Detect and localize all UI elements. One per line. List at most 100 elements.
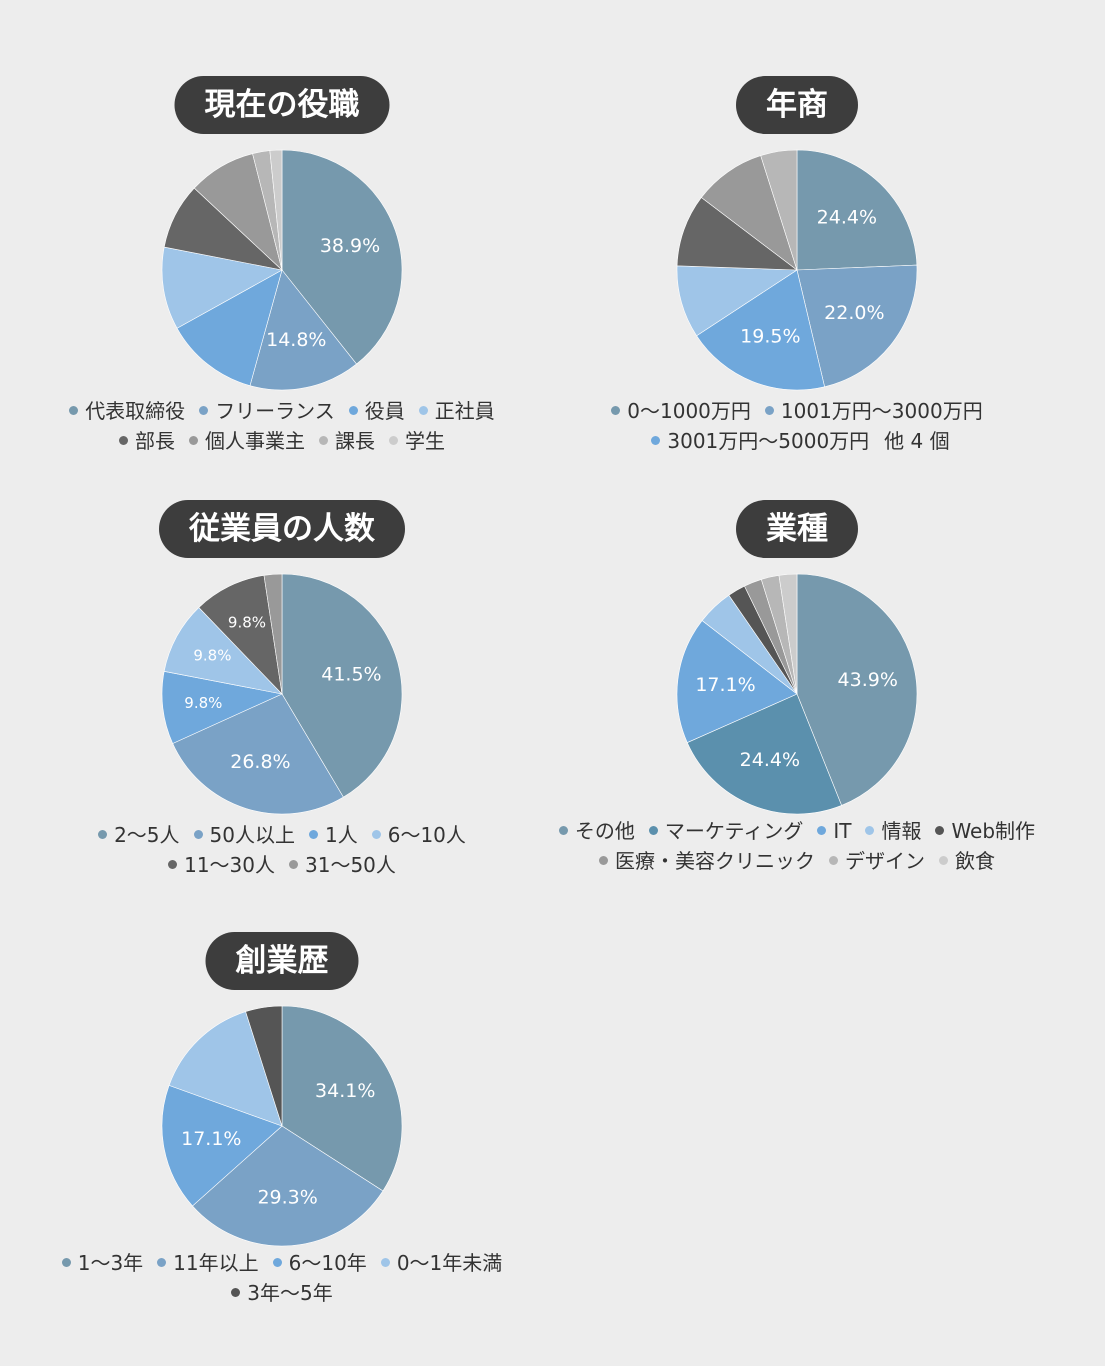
legend-item[interactable]: 役員 bbox=[348, 396, 405, 426]
pie-slice bbox=[161, 671, 283, 744]
legend-item[interactable]: 6〜10人 bbox=[371, 820, 466, 850]
legend-item[interactable]: 3001万円〜5000万円 bbox=[651, 426, 869, 456]
legend-dot-icon bbox=[380, 1258, 390, 1267]
legend-label: 31〜50人 bbox=[305, 853, 396, 877]
legend-dot-icon bbox=[371, 830, 381, 839]
legend-row: 0〜1000万円 1001万円〜3000万円 bbox=[527, 396, 1067, 426]
pie-slice bbox=[198, 575, 283, 695]
legend-row: 3001万円〜5000万円他 4 個 bbox=[527, 426, 1067, 456]
pie-slice bbox=[269, 149, 283, 271]
legend-item[interactable]: フリーランス bbox=[199, 396, 335, 426]
legend-item[interactable]: 個人事業主 bbox=[189, 426, 305, 456]
pie-slice bbox=[168, 1011, 283, 1127]
legend-dot-icon bbox=[348, 406, 358, 415]
pie-slice bbox=[249, 269, 357, 391]
pie-chart: 43.9% 24.4% 17.1% bbox=[676, 573, 918, 815]
legend-dot-icon bbox=[308, 830, 318, 839]
legend-item[interactable]: 飲食 bbox=[939, 846, 995, 876]
legend-label: IT bbox=[833, 819, 852, 843]
chart-title: 創業歴 bbox=[205, 932, 359, 990]
legend-item[interactable]: 50人以上 bbox=[193, 820, 295, 850]
legend-row: 代表取締役 フリーランス 役員 正社員 bbox=[12, 396, 552, 426]
slice-label: 29.3% bbox=[257, 1186, 317, 1208]
legend-label: 6〜10人 bbox=[387, 823, 466, 847]
legend-row: 2〜5人 50人以上 1人 6〜10人 bbox=[12, 820, 552, 850]
legend-more[interactable]: 他 4 個 bbox=[884, 429, 950, 453]
legend-item[interactable]: 11年以上 bbox=[157, 1248, 259, 1278]
legend-label: デザイン bbox=[845, 849, 925, 873]
legend-item[interactable]: 3年〜5年 bbox=[231, 1278, 333, 1308]
legend-dot-icon bbox=[764, 406, 774, 415]
legend-item[interactable]: 課長 bbox=[319, 426, 375, 456]
pie-slice bbox=[796, 573, 918, 806]
legend-dot-icon bbox=[939, 856, 948, 865]
chart-title: 年商 bbox=[736, 76, 858, 134]
pie-slice bbox=[700, 155, 798, 271]
legend-label: 11年以上 bbox=[173, 1251, 259, 1275]
legend-dot-icon bbox=[558, 826, 568, 835]
chart-legend: 1〜3年 11年以上 6〜10年 0〜1年未満 3年〜5年 bbox=[12, 1248, 552, 1308]
legend-dot-icon bbox=[289, 860, 298, 869]
legend-item[interactable]: 11〜30人 bbox=[168, 850, 275, 880]
legend-row: 11〜30人 31〜50人 bbox=[12, 850, 552, 880]
legend-item[interactable]: 2〜5人 bbox=[98, 820, 180, 850]
pie-chart: 34.1% 29.3% 17.1% bbox=[161, 1005, 403, 1247]
legend-item[interactable]: 代表取締役 bbox=[69, 396, 185, 426]
legend-dot-icon bbox=[648, 826, 658, 835]
legend-dot-icon bbox=[418, 406, 428, 415]
legend-row: 部長 個人事業主 課長 学生 bbox=[12, 426, 552, 456]
legend-dot-icon bbox=[817, 826, 827, 835]
legend-item[interactable]: 医療・美容クリニック bbox=[599, 846, 815, 876]
legend-item[interactable]: 学生 bbox=[389, 426, 445, 456]
slice-label: 14.8% bbox=[266, 329, 326, 351]
legend-item[interactable]: 情報 bbox=[865, 816, 921, 846]
legend-item[interactable]: IT bbox=[817, 816, 851, 846]
legend-label: 部長 bbox=[135, 429, 175, 453]
legend-label: 6〜10年 bbox=[288, 1251, 367, 1275]
pie-slice bbox=[281, 1005, 403, 1192]
chart-legend: 0〜1000万円 1001万円〜3000万円 3001万円〜5000万円他 4 個 bbox=[527, 396, 1067, 456]
legend-item[interactable]: Web制作 bbox=[935, 816, 1035, 846]
legend-item[interactable]: 正社員 bbox=[418, 396, 495, 426]
pie-slice bbox=[281, 573, 403, 798]
legend-item[interactable]: 1001万円〜3000万円 bbox=[764, 396, 983, 426]
legend-item[interactable]: 部長 bbox=[119, 426, 175, 456]
legend-dot-icon bbox=[168, 860, 178, 869]
chart-panel-employees: 従業員の人数 41.5% 26.8% 9.8% 9.8% 9.8% 2〜5人 50人以上 1… bbox=[12, 500, 552, 920]
slice-label: 9.8% bbox=[228, 613, 266, 631]
legend-label: 飲食 bbox=[955, 849, 995, 873]
chart-title: 現在の役職 bbox=[174, 76, 390, 134]
legend-label: 情報 bbox=[881, 819, 922, 843]
legend-item[interactable]: 31〜50人 bbox=[289, 850, 396, 880]
slice-label: 26.8% bbox=[230, 751, 290, 773]
legend-dot-icon bbox=[231, 1288, 241, 1297]
pie-slice bbox=[263, 573, 283, 695]
legend-item[interactable]: 1人 bbox=[308, 820, 358, 850]
legend-label: 0〜1年未満 bbox=[396, 1251, 503, 1275]
legend-item[interactable]: 1〜3年 bbox=[61, 1248, 143, 1278]
slice-label: 34.1% bbox=[315, 1080, 375, 1102]
pie-slice bbox=[163, 607, 283, 695]
legend-label: 代表取締役 bbox=[85, 399, 186, 423]
legend-label: 0〜1000万円 bbox=[627, 399, 751, 423]
pie-chart: 38.9% 14.8% bbox=[161, 149, 403, 391]
legend-dot-icon bbox=[193, 830, 203, 839]
legend-item[interactable]: マーケティング bbox=[648, 816, 803, 846]
pie-slice bbox=[161, 246, 283, 329]
legend-item[interactable]: その他 bbox=[558, 816, 635, 846]
legend-dot-icon bbox=[119, 436, 128, 445]
legend-label: Web制作 bbox=[951, 819, 1036, 843]
legend-row: その他 マーケティング IT 情報 Web制作 bbox=[527, 816, 1067, 846]
legend-item[interactable]: 0〜1年未満 bbox=[380, 1248, 503, 1278]
legend-dot-icon bbox=[157, 1258, 167, 1267]
legend-item[interactable]: 0〜1000万円 bbox=[611, 396, 751, 426]
legend-item[interactable]: デザイン bbox=[829, 846, 925, 876]
slice-label: 22.0% bbox=[824, 302, 884, 324]
pie-slice bbox=[281, 149, 403, 365]
legend-item[interactable]: 6〜10年 bbox=[272, 1248, 367, 1278]
chart-title: 従業員の人数 bbox=[159, 500, 405, 558]
slice-label: 19.5% bbox=[740, 325, 800, 347]
slice-label: 17.1% bbox=[695, 674, 755, 696]
pie-slice bbox=[696, 269, 825, 391]
legend-label: 個人事業主 bbox=[205, 429, 305, 453]
